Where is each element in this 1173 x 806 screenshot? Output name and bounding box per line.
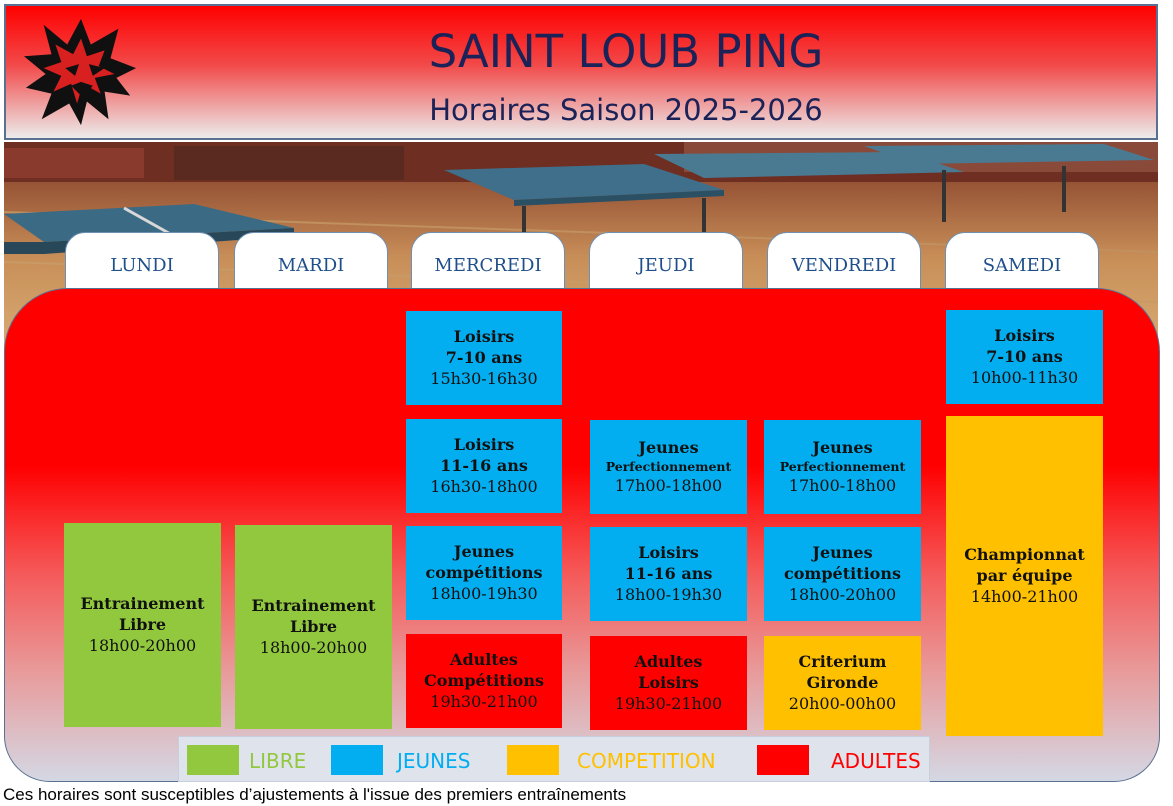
- slot-time: 19h30-21h00: [430, 692, 538, 711]
- color-legend: LIBRE JEUNES COMPETITION ADULTES: [178, 736, 930, 782]
- slot-mercredi-loisirs-11-16: Loisirs 11-16 ans 16h30-18h00: [406, 419, 562, 513]
- slot-line1: Jeunes: [638, 438, 699, 457]
- legend-label-competition: COMPETITION: [577, 749, 716, 773]
- slot-line2: 11-16 ans: [624, 564, 713, 583]
- slot-time: 14h00-21h00: [970, 587, 1079, 606]
- footer-note: Ces horaires sont susceptibles d’ajustem…: [3, 785, 627, 804]
- slot-line2: 11-16 ans: [440, 456, 528, 475]
- slot-time: 15h30-16h30: [430, 369, 538, 388]
- slot-time: 18h00-20h00: [788, 585, 897, 604]
- slot-samedi-loisirs-7-10: Loisirs 7-10 ans 10h00-11h30: [946, 310, 1103, 404]
- slot-mercredi-adultes-competitions: Adultes Compétitions 19h30-21h00: [406, 634, 562, 728]
- slot-time: 18h00-20h00: [88, 636, 197, 655]
- day-tab-mardi: MARDI: [234, 232, 388, 298]
- slot-time: 10h00-11h30: [970, 368, 1079, 387]
- slot-jeudi-loisirs-11-16: Loisirs 11-16 ans 18h00-19h30: [590, 527, 747, 621]
- slot-line1: Jeunes: [812, 543, 873, 562]
- slot-vendredi-jeunes-competitions: Jeunes compétitions 18h00-20h00: [764, 527, 921, 621]
- slot-line2: compétitions: [425, 563, 543, 582]
- slot-line2: par équipe: [976, 566, 1073, 585]
- slot-line1: Criterium: [798, 652, 887, 671]
- day-tab-lundi: LUNDI: [65, 232, 219, 298]
- slot-line1: Loisirs: [638, 543, 699, 562]
- slot-line1: Entrainement: [251, 596, 376, 615]
- slot-line2: Loisirs: [638, 673, 699, 692]
- day-tab-mercredi: MERCREDI: [411, 232, 565, 298]
- slot-line1: Jeunes: [812, 438, 873, 457]
- slot-line2: Gironde: [806, 673, 879, 692]
- slot-time: 18h00-19h30: [614, 585, 723, 604]
- slot-jeudi-jeunes-perfectionnement: Jeunes Perfectionnement 17h00-18h00: [590, 420, 747, 514]
- slot-time: 18h00-19h30: [430, 584, 538, 603]
- slot-vendredi-criterium-gironde: Criterium Gironde 20h00-00h00: [764, 636, 921, 730]
- legend-swatch-competition: [507, 745, 559, 775]
- legend-label-adultes: ADULTES: [831, 749, 921, 773]
- slot-line2: Perfectionnement: [605, 459, 732, 474]
- legend-swatch-adultes: [757, 745, 809, 775]
- legend-label-libre: LIBRE: [249, 749, 307, 773]
- day-tab-vendredi: VENDREDI: [767, 232, 921, 298]
- slot-time: 17h00-18h00: [788, 476, 897, 495]
- slot-lundi-entrainement-libre: Entrainement Libre 18h00-20h00: [64, 523, 221, 727]
- slot-time: 16h30-18h00: [430, 477, 538, 496]
- slot-jeudi-adultes-loisirs: Adultes Loisirs 19h30-21h00: [590, 636, 747, 730]
- slot-line1: Loisirs: [453, 327, 515, 346]
- slot-time: 20h00-00h00: [788, 694, 897, 713]
- slot-mercredi-loisirs-7-10: Loisirs 7-10 ans 15h30-16h30: [406, 311, 562, 405]
- slot-line2: compétitions: [784, 564, 901, 583]
- slot-line2: Libre: [289, 617, 338, 636]
- slot-time: 19h30-21h00: [614, 694, 723, 713]
- legend-swatch-libre: [187, 745, 239, 775]
- slot-line1: Championnat: [964, 545, 1085, 564]
- slot-line1: Loisirs: [994, 326, 1055, 345]
- slot-line2: Libre: [118, 615, 167, 634]
- slot-line2: 7-10 ans: [986, 347, 1063, 366]
- page-subtitle: Horaires Saison 2025-2026: [429, 93, 823, 127]
- slot-line1: Entrainement: [80, 594, 205, 613]
- legend-label-jeunes: JEUNES: [397, 749, 471, 773]
- slot-line1: Adultes: [634, 652, 703, 671]
- legend-swatch-jeunes: [331, 745, 383, 775]
- slot-line2: Compétitions: [424, 671, 544, 690]
- header-banner: SAINT LOUB PING Horaires Saison 2025-202…: [4, 4, 1158, 140]
- slot-time: 18h00-20h00: [259, 638, 368, 657]
- slot-line1: Loisirs: [453, 435, 515, 454]
- wolf-head-icon: [23, 18, 137, 126]
- slot-vendredi-jeunes-perfectionnement: Jeunes Perfectionnement 17h00-18h00: [764, 420, 921, 514]
- slot-line2: 7-10 ans: [445, 348, 523, 367]
- slot-time: 17h00-18h00: [614, 476, 723, 495]
- slot-line1: Adultes: [450, 650, 518, 669]
- slot-mardi-entrainement-libre: Entrainement Libre 18h00-20h00: [235, 525, 392, 729]
- slot-mercredi-jeunes-competitions: Jeunes compétitions 18h00-19h30: [406, 526, 562, 620]
- page-title: SAINT LOUB PING: [428, 25, 824, 78]
- slot-line1: Jeunes: [453, 542, 515, 561]
- slot-samedi-championnat: Championnat par équipe 14h00-21h00: [946, 416, 1103, 736]
- slot-line2: Perfectionnement: [779, 459, 906, 474]
